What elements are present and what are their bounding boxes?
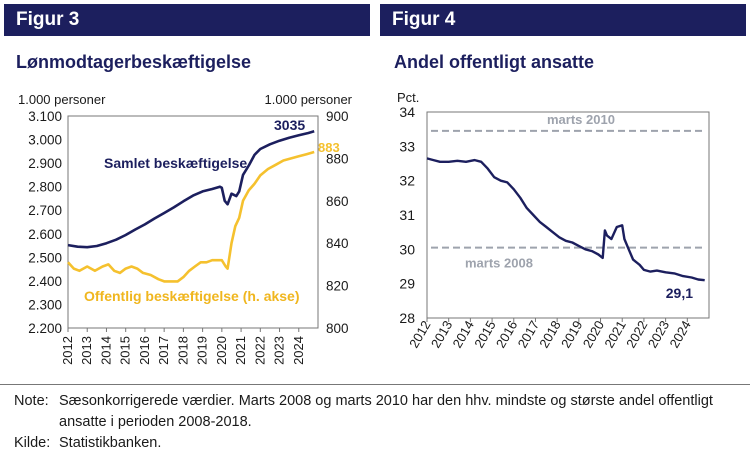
x-tick-label: 2019 (558, 318, 585, 351)
reference-line-label: marts 2010 (547, 112, 615, 127)
x-tick-label: 2021 (601, 318, 628, 351)
x-tick-label: 2020 (214, 336, 229, 365)
public-share-end-label: 29,1 (666, 285, 693, 301)
x-tick-label: 2015 (118, 336, 133, 365)
left-tick-label: 2.600 (28, 227, 62, 242)
right-tick-label: 820 (326, 279, 349, 294)
y-tick-label: 33 (399, 138, 415, 154)
note-key: Note: (14, 393, 49, 409)
note-row: Note: Sæsonkorrigerede værdier. Marts 20… (14, 391, 739, 433)
employment-chart: 1.000 personer 1.000 personer 2.200 2.300 2.… (18, 92, 353, 365)
public-employment-line (67, 150, 315, 283)
source-row: Kilde: Statistikbanken. (14, 433, 739, 454)
right-tick-label: 880 (326, 151, 349, 166)
public-end-label: 883 (318, 140, 340, 155)
x-tick-label: 2016 (493, 318, 520, 351)
chart-title-employment: Lønmodtagerbeskæftigelse (16, 52, 252, 72)
y-tick-label: 30 (399, 241, 415, 257)
right-tick-label: 840 (326, 236, 349, 251)
right-tick-label: 860 (326, 194, 349, 209)
figure-3-label: Figur 3 (4, 4, 370, 36)
x-tick-label: 2012 (60, 336, 75, 365)
total-employment-line (67, 130, 315, 249)
right-tick-label: 800 (326, 321, 349, 336)
chart-title-public-share: Andel offentligt ansatte (394, 52, 595, 72)
x-tick-label: 2014 (450, 318, 477, 351)
left-tick-label: 2.800 (28, 180, 62, 195)
x-tick-label: 2019 (195, 336, 210, 365)
left-tick-label: 3.100 (28, 109, 62, 124)
x-tick-label: 2020 (580, 318, 607, 351)
x-tick-label: 2013 (428, 318, 455, 351)
right-tick-label: 900 (326, 109, 349, 124)
left-tick-label: 2.500 (28, 250, 62, 265)
left-tick-label: 2.400 (28, 274, 62, 289)
x-tick-label: 2018 (536, 318, 563, 351)
x-tick-label: 2013 (79, 336, 94, 365)
reference-line-label: marts 2008 (465, 256, 533, 271)
y-tick-label: 29 (399, 276, 415, 292)
y-tick-label: 34 (399, 104, 415, 120)
x-tick-label: 2022 (623, 318, 650, 351)
x-tick-label: 2021 (233, 336, 248, 365)
source-text: Statistikbanken. (59, 435, 162, 451)
x-tick-label: 2015 (471, 318, 498, 351)
y-tick-label: 32 (399, 173, 415, 189)
right-axis-unit: 1.000 personer (265, 92, 353, 107)
notes-block: Note: Sæsonkorrigerede værdier. Marts 20… (14, 391, 739, 454)
x-tick-label: 2016 (137, 336, 152, 365)
x-tick-label: 2023 (272, 336, 287, 365)
source-key: Kilde: (14, 435, 51, 451)
y-tick-label: 31 (399, 207, 415, 223)
left-tick-label: 3.000 (28, 133, 62, 148)
y-tick-label: 28 (399, 310, 415, 326)
plot-frame (67, 115, 319, 329)
left-axis-unit: 1.000 personer (18, 92, 106, 107)
x-tick-label: 2014 (98, 336, 113, 365)
x-tick-label: 2017 (156, 336, 171, 365)
public-share-line (426, 157, 705, 282)
note-text: Sæsonkorrigerede værdier. Marts 2008 og … (59, 393, 713, 430)
x-tick-label: 2022 (252, 336, 267, 365)
x-tick-label: 2024 (291, 336, 306, 365)
left-tick-label: 2.300 (28, 297, 62, 312)
x-tick-label: 2017 (515, 318, 542, 351)
x-tick-label: 2024 (666, 318, 693, 351)
x-tick-label: 2023 (645, 318, 672, 351)
left-tick-label: 2.200 (28, 321, 62, 336)
total-end-label: 3035 (274, 117, 305, 133)
left-tick-label: 2.900 (28, 156, 62, 171)
x-tick-label: 2018 (175, 336, 190, 365)
plot-frame (426, 111, 710, 319)
figure-4-label: Figur 4 (380, 4, 746, 36)
panel-divider (374, 4, 376, 382)
notes-divider (0, 384, 750, 385)
public-share-chart: Pct.282930313233342012201320142015201620… (397, 90, 710, 351)
total-series-label: Samlet beskæftigelse (104, 155, 247, 171)
y-axis-unit: Pct. (397, 90, 419, 105)
left-tick-label: 2.700 (28, 203, 62, 218)
public-series-label: Offentlig beskæftigelse (h. akse) (84, 288, 300, 304)
